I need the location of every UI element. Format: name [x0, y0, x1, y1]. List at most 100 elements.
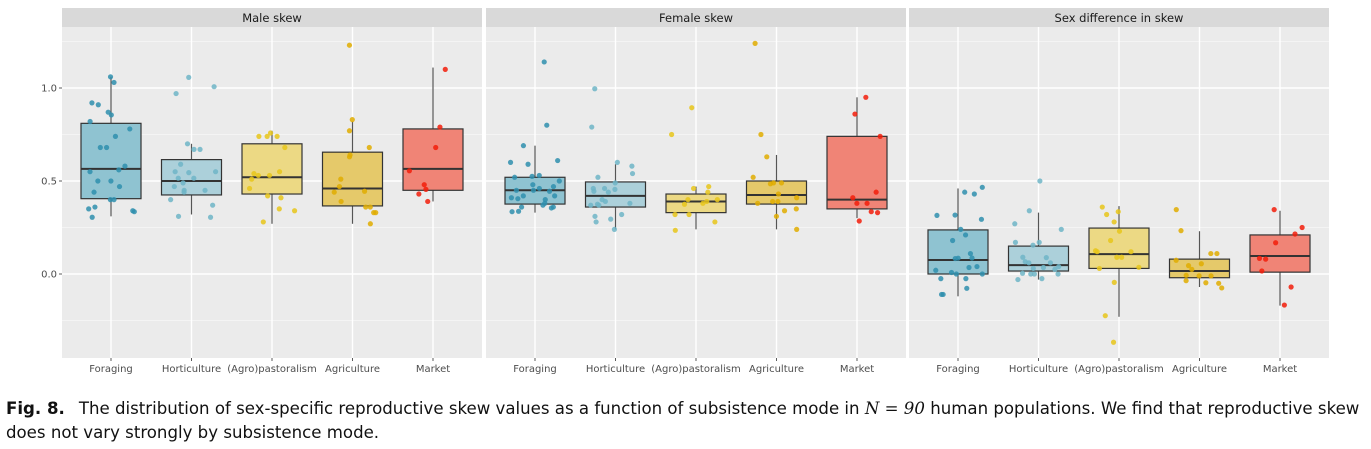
x-tick-label: Market [416, 364, 450, 375]
data-point [793, 206, 799, 212]
x-tick-label: (Agro)pastoralism [1074, 364, 1163, 375]
figure-caption: Fig. 8. The distribution of sex-specific … [6, 397, 1368, 445]
box-iqr [80, 122, 142, 200]
data-point [172, 169, 178, 175]
data-point [363, 204, 369, 210]
data-point [274, 133, 280, 139]
box-iqr [321, 151, 384, 207]
data-point [794, 226, 800, 232]
data-point [685, 197, 691, 203]
data-point [588, 202, 594, 208]
data-point [974, 263, 980, 270]
facet-1: Male skew Foraging Horticulture (Agro)pasto… [41, 8, 482, 375]
box-agropastoralism [1088, 206, 1150, 317]
data-point [1178, 228, 1184, 234]
data-point [714, 197, 720, 203]
data-point [276, 206, 282, 212]
data-point [108, 178, 114, 184]
data-point [249, 176, 255, 182]
data-point [964, 285, 970, 291]
data-point [191, 175, 197, 181]
data-point [512, 174, 518, 180]
data-point [548, 205, 554, 211]
data-point [850, 195, 856, 201]
data-point [1208, 250, 1214, 257]
box-market [1249, 210, 1311, 306]
data-point [864, 200, 870, 206]
data-point [1026, 260, 1032, 266]
data-point [1119, 254, 1125, 260]
data-point [107, 74, 114, 80]
data-point [1116, 228, 1123, 234]
data-point [87, 169, 93, 175]
data-point [868, 209, 874, 215]
data-point [529, 173, 535, 179]
data-point [168, 197, 174, 203]
data-point [966, 264, 972, 271]
data-point [934, 212, 940, 219]
data-point [629, 170, 636, 177]
data-point [1271, 207, 1277, 213]
data-point [1219, 285, 1225, 291]
data-point [1028, 271, 1034, 277]
data-point [854, 200, 860, 206]
data-point [108, 112, 114, 118]
data-point [963, 276, 969, 282]
data-point [1015, 276, 1021, 283]
data-point [962, 232, 969, 238]
data-point [181, 189, 187, 195]
data-point [95, 178, 101, 184]
data-point [1114, 254, 1120, 260]
data-point [423, 186, 429, 192]
data-point [112, 133, 119, 139]
data-point [525, 161, 531, 167]
data-point [518, 204, 525, 210]
data-point [764, 154, 770, 160]
data-point [877, 133, 883, 139]
data-point [706, 183, 712, 190]
data-point [111, 197, 117, 203]
data-point [1128, 249, 1134, 255]
data-point [251, 170, 257, 177]
box-market [402, 67, 464, 202]
data-point [1185, 263, 1192, 269]
data-point [530, 187, 537, 193]
data-point [550, 183, 557, 190]
data-point [175, 175, 181, 181]
boxplot-figure: Male skew Foraging Horticulture (Agro)pasto… [41, 8, 1329, 375]
data-point [291, 208, 298, 214]
x-tick-label: Market [1263, 364, 1297, 375]
data-point [366, 144, 372, 151]
data-point [1214, 250, 1220, 257]
data-point [367, 221, 373, 227]
data-point [513, 187, 520, 193]
data-point [264, 133, 270, 139]
data-point [1292, 231, 1298, 237]
data-point [421, 182, 427, 188]
data-point [605, 189, 611, 195]
data-point [278, 195, 284, 201]
data-point [612, 186, 618, 192]
data-point [191, 146, 197, 152]
data-point [596, 202, 602, 208]
y-tick-label: 1.0 [41, 84, 57, 95]
data-point [978, 216, 985, 222]
box-agriculture [1168, 231, 1231, 288]
data-point [1183, 278, 1189, 284]
data-point [266, 172, 273, 179]
data-point [1263, 256, 1269, 262]
data-point [940, 291, 946, 298]
data-point [111, 79, 117, 86]
data-point [425, 198, 431, 205]
box-iqr [241, 143, 303, 195]
box-iqr [584, 181, 647, 208]
facet-title: Male skew [242, 11, 302, 25]
caption-text-1: The distribution of sex-specific reprodu… [78, 399, 865, 418]
x-tick-label: (Agro)pastoralism [227, 364, 316, 375]
data-point [712, 219, 718, 225]
data-point [202, 187, 208, 193]
data-point [87, 118, 93, 125]
data-point [1026, 208, 1032, 214]
box-agriculture [321, 121, 384, 224]
box-iqr [826, 135, 888, 210]
